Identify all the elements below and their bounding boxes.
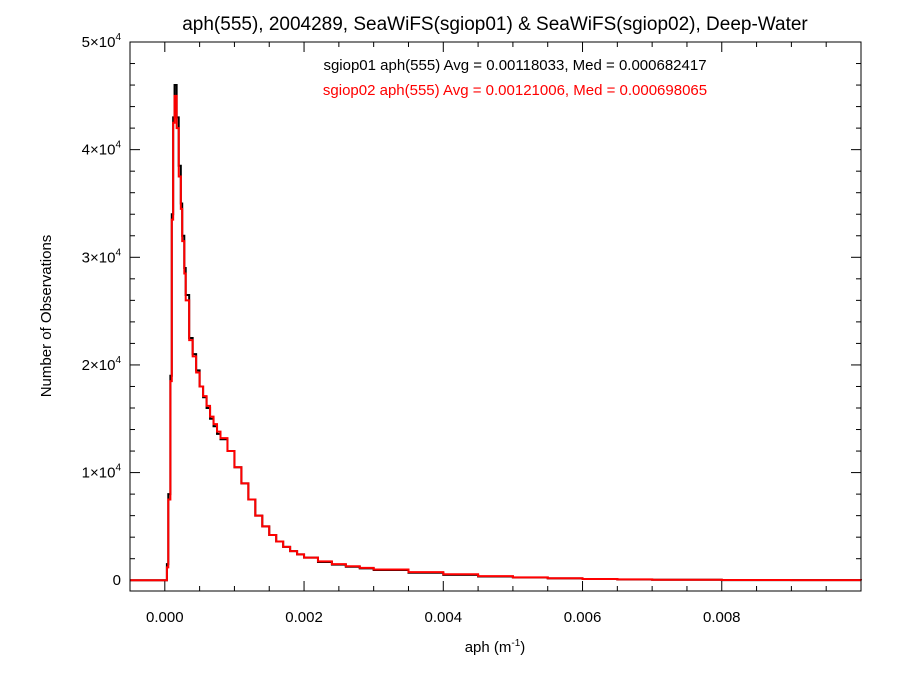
y-axis-label: Number of Observations [38,235,55,398]
y-tick-label: 0 [113,572,121,589]
plot-frame [129,41,862,592]
x-axis-label-close: ) [520,639,525,656]
y-tick-label: 2×104 [82,355,122,374]
chart-title: aph(555), 2004289, SeaWiFS(sgiop01) & Se… [182,14,808,35]
x-axis-label-main: aph (m [465,639,512,656]
x-axis-label: aph (m-1) [465,638,526,656]
x-tick-label: 0.002 [285,609,323,626]
annotation-sgiop01: sgiop01 aph(555) Avg = 0.00118033, Med =… [323,57,706,74]
series-layer [130,84,862,582]
x-tick-label: 0.000 [146,609,184,626]
x-axis-label-sup: -1 [511,638,520,649]
x-tick-labels: 0.000 0.002 0.004 0.006 0.008 [146,609,740,626]
y-tick-labels: 0 1×104 2×104 3×104 4×104 5×104 [82,32,122,589]
series-line-2 [130,94,862,582]
y-tick-label: 4×104 [82,140,122,159]
x-tick-label: 0.008 [703,609,741,626]
y-tick-label: 3×104 [82,247,122,266]
x-tick-label: 0.006 [564,609,602,626]
annotation-sgiop02: sgiop02 aph(555) Avg = 0.00121006, Med =… [323,82,707,99]
x-tick-label: 0.004 [425,609,463,626]
y-tick-label: 1×104 [82,463,122,482]
y-tick-label: 5×104 [82,32,122,51]
